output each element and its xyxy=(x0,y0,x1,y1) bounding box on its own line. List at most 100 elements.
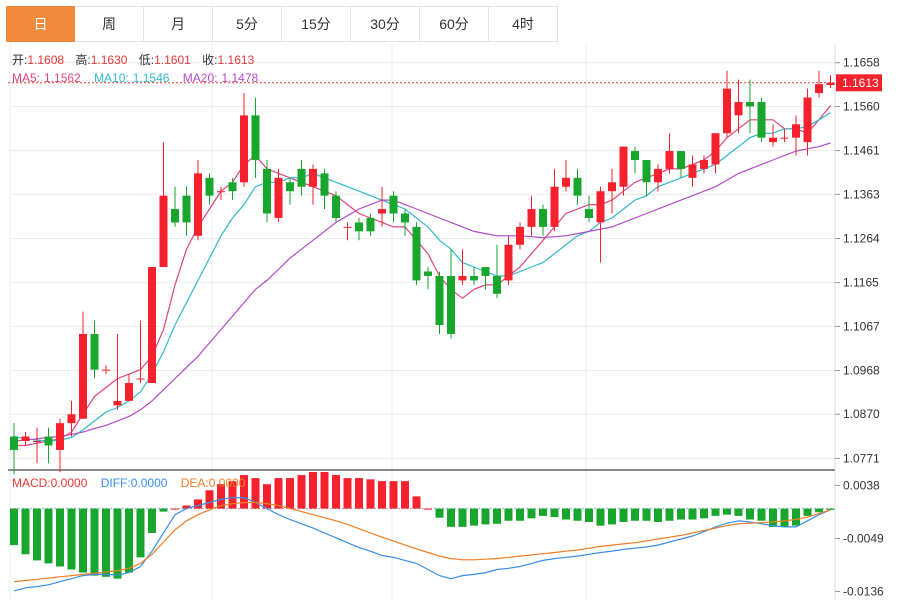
macd-bar xyxy=(458,508,467,527)
candle-body xyxy=(113,400,122,406)
ma-readout: MA5: 1.1562 MA10: 1.1546 MA20: 1.1478 xyxy=(12,71,259,85)
candle-body xyxy=(320,173,329,196)
candle xyxy=(631,146,639,174)
dea-label: DEA: xyxy=(181,476,209,490)
candle-body xyxy=(56,423,64,450)
candle-body xyxy=(102,369,110,371)
macd-bar xyxy=(654,508,662,522)
macd-bar xyxy=(67,508,76,570)
macd-bar xyxy=(677,508,685,520)
price-axis: 1.1658 1.1560 1.1461 1.1363 1.1264 1.1165 1.10… xyxy=(835,56,884,598)
macd-bar xyxy=(504,508,513,521)
candle-body xyxy=(228,182,237,192)
candle xyxy=(608,168,616,214)
candle xyxy=(711,133,720,174)
candle-body xyxy=(769,137,777,143)
macd-bar xyxy=(803,508,812,516)
candle-body xyxy=(470,275,478,281)
candle xyxy=(159,142,168,268)
open-value: 1.1608 xyxy=(27,53,64,67)
candle xyxy=(79,311,87,419)
ma5-value: 1.1562 xyxy=(44,71,81,85)
macd-value: 0.0000 xyxy=(51,476,88,490)
close-label: 收: xyxy=(202,53,217,67)
candle xyxy=(33,427,41,464)
candle xyxy=(447,249,455,339)
candle-body xyxy=(67,414,76,424)
macd-bar xyxy=(205,490,214,509)
price-tick-label-9: 1.0771 xyxy=(843,451,880,465)
candle xyxy=(516,222,524,250)
macd-bar xyxy=(240,475,248,509)
candle xyxy=(550,168,559,232)
macd-bar xyxy=(389,481,398,509)
low-label: 低: xyxy=(139,53,154,67)
candle-body xyxy=(343,226,352,228)
candle xyxy=(263,159,271,223)
tab-1[interactable]: 周 xyxy=(75,6,144,42)
tab-2[interactable]: 月 xyxy=(144,6,213,42)
macd-bar xyxy=(711,508,720,516)
macd-bar xyxy=(355,478,363,509)
candle xyxy=(792,115,800,156)
ma10-label: MA10: xyxy=(94,71,129,85)
tab-3[interactable]: 5分 xyxy=(213,6,282,42)
price-tick-label-4: 1.1264 xyxy=(843,231,880,245)
candle xyxy=(171,186,179,227)
macd-bar xyxy=(182,505,191,509)
candle-body xyxy=(516,226,524,245)
candle-body xyxy=(10,436,18,450)
macd-bar xyxy=(493,508,501,524)
candle xyxy=(90,320,99,379)
macd-bar xyxy=(217,484,225,509)
tab-6[interactable]: 60分 xyxy=(420,6,489,42)
candle xyxy=(688,155,697,187)
candle-body xyxy=(677,151,685,169)
candle xyxy=(539,204,547,236)
candle xyxy=(44,427,53,464)
dea-line xyxy=(13,501,831,583)
macd-bar xyxy=(631,508,639,521)
tab-0[interactable]: 日 xyxy=(6,6,75,42)
candle xyxy=(10,423,18,475)
candle-body xyxy=(539,209,547,227)
candle xyxy=(596,186,605,263)
macd-bar xyxy=(470,508,478,526)
macd-bar xyxy=(642,508,651,521)
candle xyxy=(21,432,30,446)
candle-body xyxy=(792,124,800,138)
macd-bar xyxy=(723,508,731,515)
candle xyxy=(504,235,513,285)
low-value: 1.1601 xyxy=(154,53,191,67)
candle xyxy=(286,177,294,205)
tab-4[interactable]: 15分 xyxy=(282,6,351,42)
macd-bar xyxy=(21,508,30,555)
candle xyxy=(320,168,329,210)
candle-body xyxy=(665,151,674,169)
candle-body xyxy=(527,209,536,227)
macd-tick-label-2: -0.0136 xyxy=(843,584,884,598)
macd-bar xyxy=(228,481,237,509)
last-price-box xyxy=(836,74,882,92)
macd-bar xyxy=(366,479,375,509)
candle-body xyxy=(803,97,812,143)
candle xyxy=(205,173,214,205)
macd-bar xyxy=(769,508,777,527)
candle xyxy=(573,168,582,205)
macd-bar xyxy=(343,478,352,509)
tab-7[interactable]: 4时 xyxy=(489,6,558,42)
tab-5[interactable]: 30分 xyxy=(351,6,420,42)
candle xyxy=(424,267,432,290)
candle-body xyxy=(746,101,754,107)
macd-bar xyxy=(171,508,179,510)
candle-body xyxy=(194,173,202,236)
candle-body xyxy=(21,436,30,442)
candle xyxy=(401,209,409,236)
macd-bar xyxy=(136,508,145,558)
candle-body xyxy=(412,226,421,281)
macd-bar xyxy=(401,481,409,509)
candle-body xyxy=(562,177,570,187)
diff-line xyxy=(13,497,831,592)
macd-bar xyxy=(125,508,133,573)
candle-body xyxy=(504,244,513,281)
